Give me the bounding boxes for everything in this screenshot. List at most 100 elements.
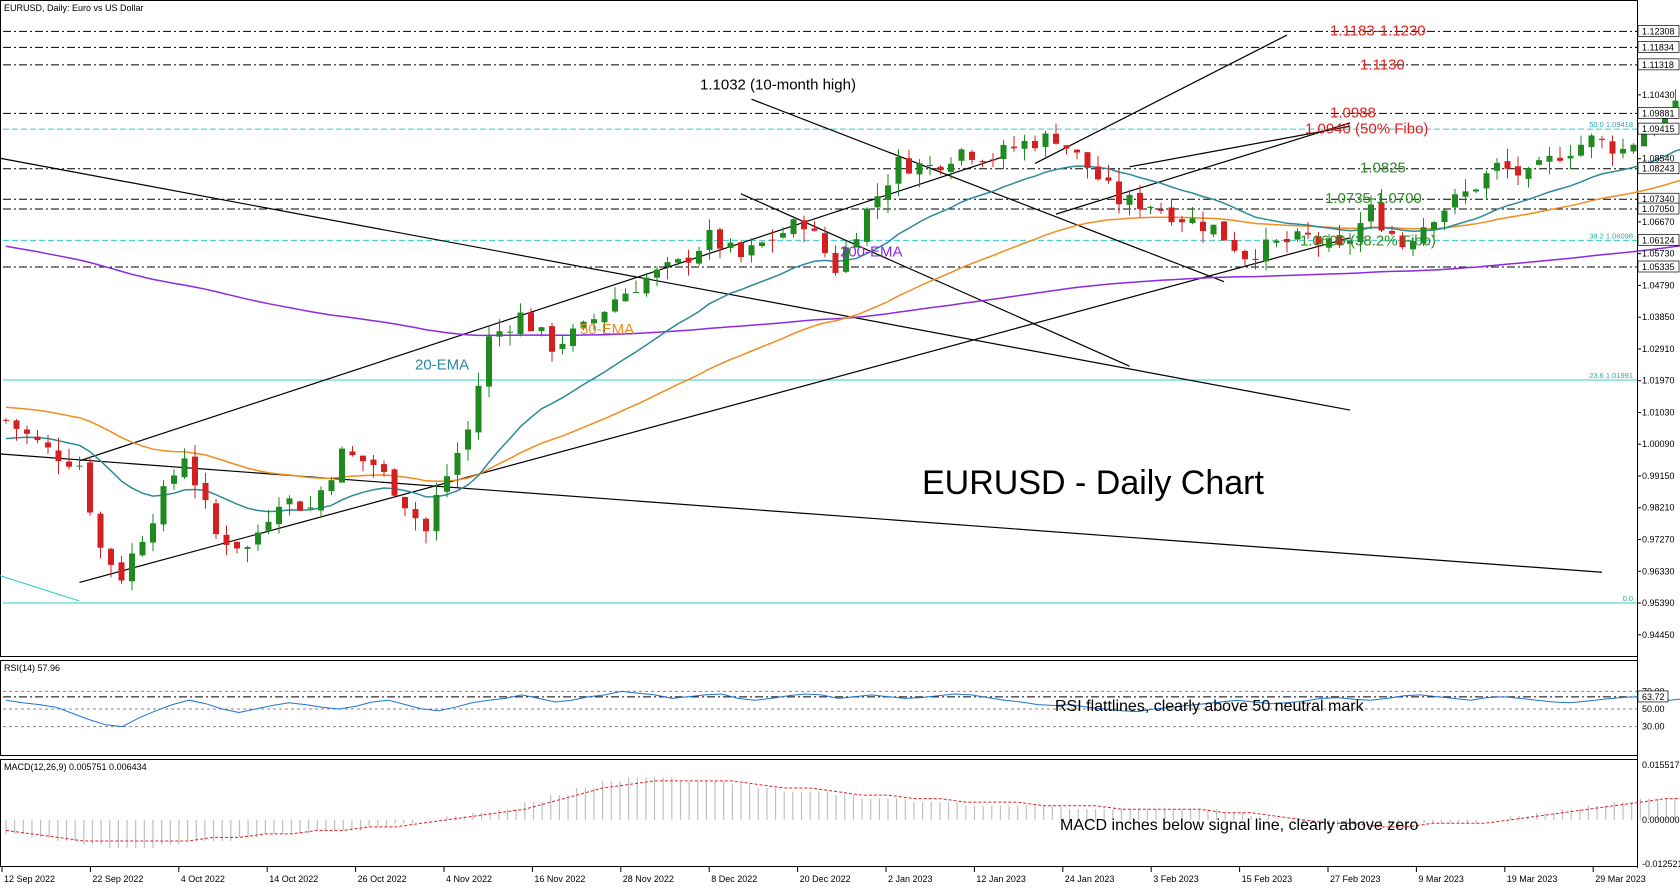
candle-body [24, 429, 30, 434]
candle-body [801, 220, 807, 230]
candle-body [339, 448, 345, 483]
candle-body [517, 312, 524, 335]
candle-body [1620, 148, 1626, 154]
candle-body [1189, 218, 1196, 224]
macd-indicator: 0.015517 0.000000 -0.012521 MACD inches bel… [5, 760, 1680, 869]
candle-body [1336, 235, 1343, 246]
rsi-annotation: RSI flattlines, clearly above 50 neutral… [1055, 698, 1365, 715]
candle-body [1221, 221, 1227, 241]
ema-50-label: 50-EMA [580, 321, 634, 338]
candle-body [255, 532, 261, 545]
candle-body [1662, 113, 1668, 126]
candle-body [97, 513, 104, 548]
candle-body [1525, 168, 1532, 179]
candle-body [601, 311, 608, 323]
candle-body [318, 490, 324, 511]
candle-body [832, 252, 839, 273]
candle-body [1200, 221, 1206, 232]
price-tag [1637, 41, 1680, 53]
candle-body [1357, 223, 1364, 243]
candle-body [958, 149, 965, 161]
fibo-base-line [0, 575, 80, 602]
candle-body [895, 156, 902, 184]
candle-body [696, 250, 702, 264]
price-tick-label: 1.04790 [1642, 280, 1675, 290]
candle-body [1483, 173, 1490, 189]
fibonacci-label: 50.0 1.09418 [1589, 120, 1633, 129]
rsi-line [5, 690, 1680, 728]
candle-body [486, 336, 492, 387]
candle-body [675, 259, 681, 263]
candle-body [1011, 146, 1017, 149]
candle-body [643, 277, 650, 294]
trend-line [79, 156, 1004, 462]
candle-body [381, 464, 387, 472]
date-tick-label: 9 Mar 2023 [1418, 874, 1464, 884]
price-tick-label: 1.10430 [1642, 90, 1675, 100]
candle-body [444, 476, 450, 492]
date-tick-label: 27 Feb 2023 [1330, 874, 1381, 884]
candle-body [1158, 209, 1164, 211]
candle-body [76, 465, 83, 467]
price-tick-label: 1.00090 [1642, 439, 1675, 449]
ema-lines [5, 148, 1680, 513]
date-tick-label: 20 Dec 2022 [800, 874, 851, 884]
price-tick-label: 1.02910 [1642, 344, 1675, 354]
candle-body [244, 547, 251, 549]
level-lines: 50.0 1.09418 38.2 1.06098 23.6 1.01991 0.0 [3, 30, 1637, 604]
candle-body [591, 319, 597, 324]
ema-20-line [5, 148, 1680, 513]
candle-body [864, 208, 870, 242]
candle-body [454, 452, 461, 475]
candle-body [685, 257, 692, 263]
candle-body [1063, 145, 1070, 149]
price-tick-label: 1.01970 [1642, 376, 1675, 386]
candle-body [45, 442, 51, 448]
candle-body [391, 469, 398, 496]
candle-body [349, 451, 356, 456]
candle-body [1305, 232, 1311, 235]
candle-body [1074, 149, 1080, 153]
price-annotation: 1.0988 [1330, 104, 1376, 121]
candle-body [496, 331, 503, 337]
candles [3, 89, 1679, 591]
candle-body [780, 233, 786, 238]
candle-body [969, 151, 975, 160]
candle-body [412, 509, 419, 519]
chart-annotations: 1.09881.0940 (50% Fibo) 1.0825 1.0735-1.07… [415, 23, 1436, 502]
price-tick-label: 0.94450 [1642, 630, 1675, 640]
date-tick-label: 12 Jan 2023 [976, 874, 1026, 884]
price-tick-label: 0.95390 [1642, 598, 1675, 608]
price-tag [1637, 162, 1680, 175]
price-tick-label: 1.09881 [1642, 108, 1675, 118]
macd-tick-label: 0.015517 [1642, 760, 1680, 770]
date-tick-label: 14 Oct 2022 [269, 874, 318, 884]
candle-body [3, 419, 9, 421]
date-tick-label: 8 Dec 2022 [711, 874, 757, 884]
candle-body [1378, 202, 1385, 231]
candle-body [1630, 144, 1637, 152]
candle-body [1494, 162, 1500, 171]
candle-body [1326, 238, 1332, 248]
candle-body [13, 420, 20, 429]
candle-body [1588, 135, 1595, 148]
trend-lines [0, 34, 1603, 602]
candle-body [706, 229, 713, 251]
candle-body [1242, 250, 1248, 260]
trend-line [0, 157, 1351, 411]
candle-body [118, 562, 125, 581]
price-tick-label: 1.05335 [1642, 262, 1675, 272]
date-tick-label: 24 Jan 2023 [1065, 874, 1115, 884]
price-tick-label: 0.99150 [1642, 471, 1675, 481]
macd-tick-label: 0.000000 [1642, 815, 1680, 825]
candle-body [150, 523, 156, 543]
candle-body [1609, 141, 1616, 154]
candle-body [1441, 210, 1448, 223]
candle-body [1389, 230, 1395, 234]
candle-body [234, 541, 240, 549]
candle-body [769, 239, 776, 241]
candle-body [55, 450, 62, 462]
candle-body [192, 456, 198, 486]
